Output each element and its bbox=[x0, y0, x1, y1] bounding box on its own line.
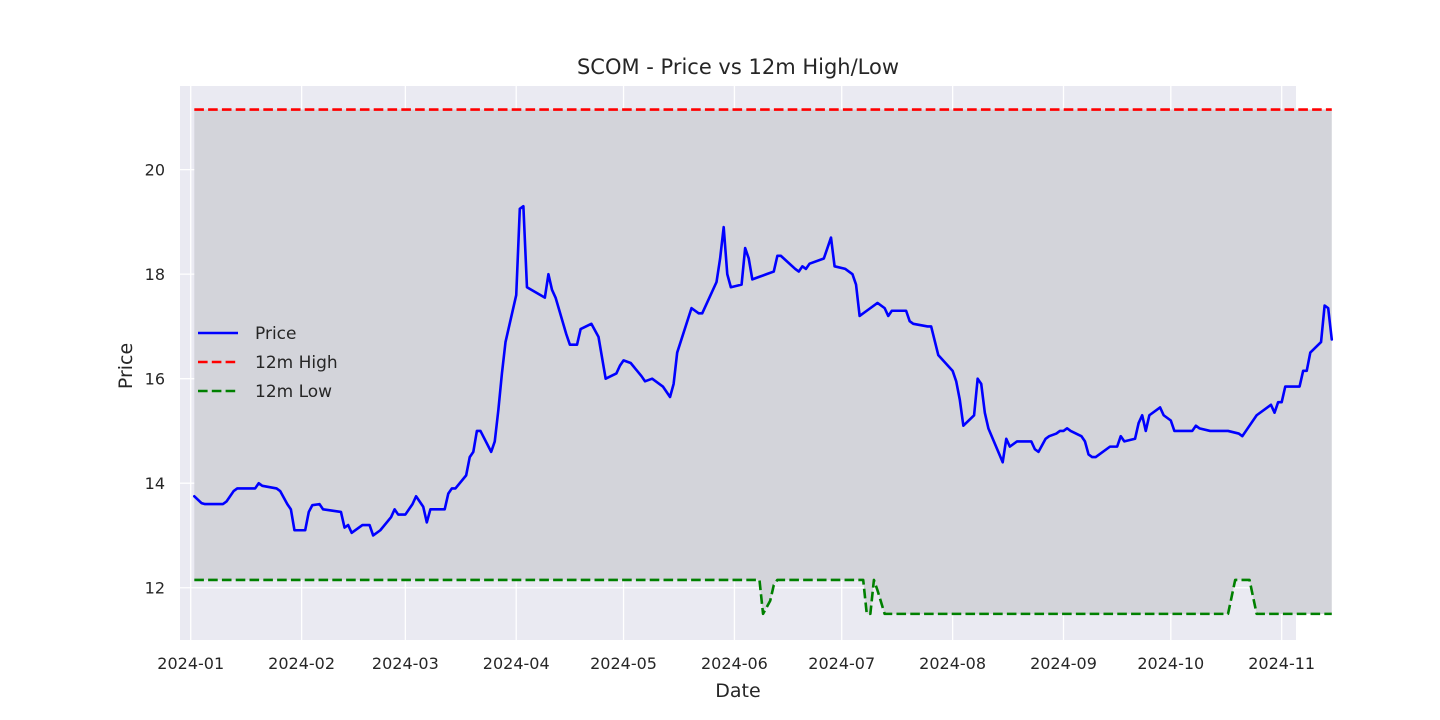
series-layer bbox=[193, 108, 1334, 616]
x-tick-label: 2024-08 bbox=[919, 654, 986, 673]
x-tick-label: 2024-05 bbox=[590, 654, 657, 673]
x-tick-label: 2024-11 bbox=[1248, 654, 1315, 673]
x-tick-label: 2024-01 bbox=[157, 654, 224, 673]
x-tick-label: 2024-06 bbox=[701, 654, 768, 673]
y-axis-label: Price bbox=[115, 343, 137, 389]
x-tick-label: 2024-04 bbox=[483, 654, 550, 673]
y-tick-labels: 12 14 16 18 20 bbox=[145, 161, 165, 598]
x-tick-label: 2024-09 bbox=[1030, 654, 1097, 673]
x-tick-labels: 2024-01 2024-02 2024-03 2024-04 2024-05 2024-… bbox=[157, 654, 1315, 673]
high-low-band bbox=[194, 109, 1332, 614]
y-tick-label: 18 bbox=[145, 265, 165, 284]
legend-label: Price bbox=[255, 324, 296, 344]
legend: Price 12m High 12m Low bbox=[198, 324, 338, 402]
legend-label: 12m Low bbox=[255, 382, 332, 402]
legend-label: 12m High bbox=[255, 353, 338, 373]
x-tick-label: 2024-10 bbox=[1137, 654, 1204, 673]
x-tick-label: 2024-07 bbox=[808, 654, 875, 673]
x-axis-label: Date bbox=[715, 680, 760, 702]
series-line-price bbox=[193, 204, 1334, 537]
y-tick-label: 20 bbox=[145, 161, 165, 180]
y-tick-label: 14 bbox=[145, 474, 165, 493]
x-tick-label: 2024-02 bbox=[268, 654, 335, 673]
x-tick-label: 2024-03 bbox=[372, 654, 439, 673]
y-tick-label: 12 bbox=[145, 579, 165, 598]
series-line-12m-low bbox=[194, 578, 1332, 616]
y-tick-label: 16 bbox=[145, 370, 165, 389]
chart-title: SCOM - Price vs 12m High/Low bbox=[577, 55, 899, 79]
